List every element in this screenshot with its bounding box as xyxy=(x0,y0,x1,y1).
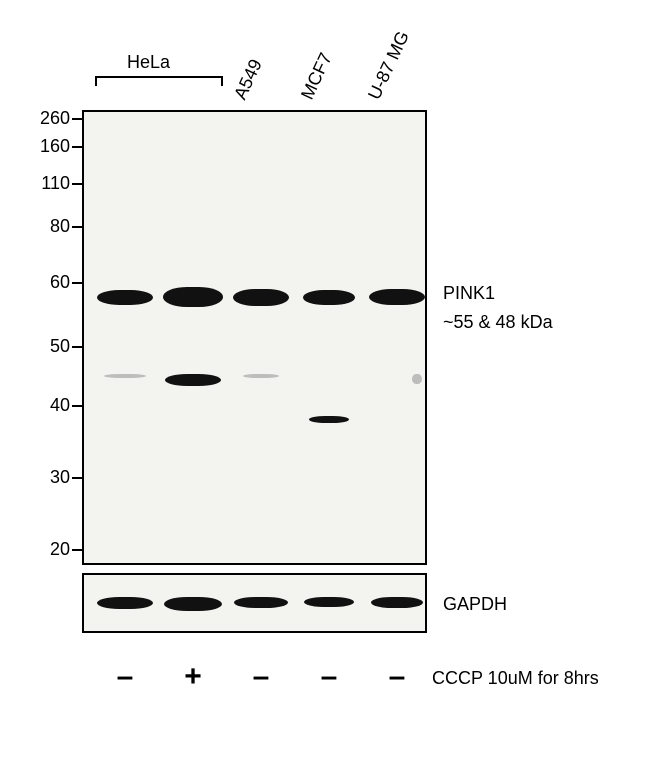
mw-tick xyxy=(72,183,84,185)
figure-root: HeLa A549 MCF7 U-87 MG PINK1 ~55 & 48 kD… xyxy=(0,0,650,784)
mw-tick xyxy=(72,405,84,407)
mw-tick xyxy=(72,477,84,479)
treatment-label: CCCP 10uM for 8hrs xyxy=(432,668,599,689)
mw-label: 80 xyxy=(0,216,70,237)
treatment-symbol: – xyxy=(110,660,140,694)
band-pink1 xyxy=(233,289,289,306)
main-blot xyxy=(82,110,427,565)
mw-label: 40 xyxy=(0,395,70,416)
mw-label: 260 xyxy=(0,108,70,129)
band-pink1-lower xyxy=(243,374,279,378)
treatment-symbol: + xyxy=(178,660,208,694)
mw-tick xyxy=(72,282,84,284)
band-pink1 xyxy=(303,290,355,305)
band-gapdh xyxy=(97,597,153,609)
band-pink1 xyxy=(163,287,223,307)
band-pink1-lower xyxy=(309,416,349,423)
mw-label: 60 xyxy=(0,272,70,293)
band-gapdh xyxy=(164,597,222,611)
pink1-label: PINK1 xyxy=(443,283,495,304)
band-pink1-lower xyxy=(165,374,221,386)
treatment-symbol: – xyxy=(382,660,412,694)
band-gapdh xyxy=(234,597,288,608)
band-pink1 xyxy=(97,290,153,305)
pink1-kda-label: ~55 & 48 kDa xyxy=(443,312,553,333)
hela-bracket xyxy=(95,76,223,86)
mw-tick xyxy=(72,549,84,551)
mw-tick xyxy=(72,146,84,148)
mw-tick xyxy=(72,118,84,120)
treatment-symbol: – xyxy=(246,660,276,694)
mw-tick xyxy=(72,226,84,228)
mw-label: 20 xyxy=(0,539,70,560)
gapdh-label: GAPDH xyxy=(443,594,507,615)
mw-tick xyxy=(72,346,84,348)
mw-label: 50 xyxy=(0,336,70,357)
mw-label: 160 xyxy=(0,136,70,157)
lane-label-hela: HeLa xyxy=(127,52,170,73)
mw-label: 30 xyxy=(0,467,70,488)
lane-label-u87mg: U-87 MG xyxy=(364,28,414,103)
band-gapdh xyxy=(371,597,423,608)
lane-label-mcf7: MCF7 xyxy=(297,50,337,103)
lane-label-a549: A549 xyxy=(230,56,267,103)
band-pink1-lower xyxy=(104,374,146,378)
treatment-symbol: – xyxy=(314,660,344,694)
mw-label: 110 xyxy=(0,173,70,194)
band-pink1 xyxy=(369,289,425,305)
band-gapdh xyxy=(304,597,354,607)
band-pink1-lower xyxy=(412,374,422,384)
